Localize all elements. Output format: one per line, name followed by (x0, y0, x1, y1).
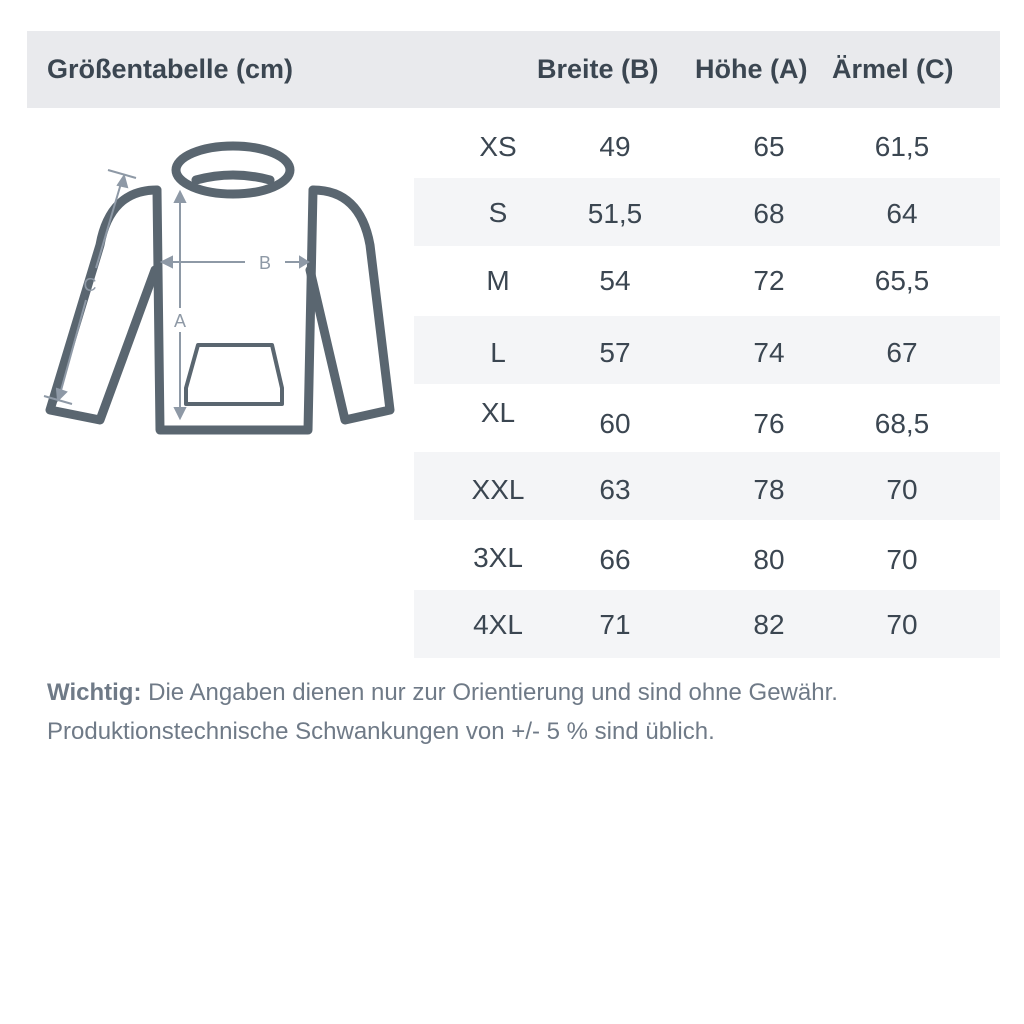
cell-aermel: 68,5 (874, 408, 930, 439)
cell-size: 4XL (473, 609, 523, 640)
label-b: B (259, 253, 271, 273)
note-line-1: Wichtig: Die Angaben dienen nur zur Orie… (47, 679, 838, 707)
row-stripe (414, 590, 1000, 658)
cell-hoehe: 76 (753, 408, 785, 439)
cell-aermel: 70 (886, 544, 918, 575)
cell-hoehe: 65 (753, 131, 785, 162)
cell-aermel: 70 (886, 609, 918, 640)
measurement-arrows (43, 169, 310, 421)
cell-size: L (490, 337, 506, 368)
column-header-hoehe: Höhe (A) (695, 54, 808, 84)
cell-hoehe: 72 (753, 265, 785, 296)
cell-breite: 57 (599, 337, 631, 368)
note-line-2: Produktionstechnische Schwankungen von +… (47, 718, 715, 745)
cell-hoehe: 78 (753, 474, 785, 505)
column-header-breite: Breite (B) (537, 54, 659, 84)
row-stripe (414, 316, 1000, 384)
cell-size: XS (479, 131, 517, 162)
cell-hoehe: 80 (753, 544, 785, 575)
cell-hoehe: 74 (753, 337, 785, 368)
cell-breite: 71 (599, 609, 631, 640)
cell-aermel: 67 (886, 337, 918, 368)
cell-breite: 66 (599, 544, 631, 575)
table-header (27, 31, 1000, 108)
cell-aermel: 61,5 (874, 131, 930, 162)
cell-aermel: 65,5 (874, 265, 930, 296)
label-c: C (84, 275, 97, 295)
page-title: Größentabelle (cm) (47, 54, 294, 84)
cell-hoehe: 68 (753, 198, 785, 229)
note-text: Die Angaben dienen nur zur Orientierung … (148, 679, 838, 706)
cell-breite: 54 (599, 265, 631, 296)
cell-size: S (488, 197, 508, 228)
cell-breite: 63 (599, 474, 631, 505)
cell-breite: 51,5 (587, 198, 643, 229)
note-label: Wichtig: (47, 679, 142, 706)
cell-size: 3XL (473, 542, 523, 573)
hoodie-outline (45, 141, 395, 435)
cell-size: XXL (471, 474, 525, 505)
cell-aermel: 70 (886, 474, 918, 505)
cell-breite: 49 (599, 131, 631, 162)
cell-breite: 60 (599, 408, 631, 439)
column-header-aermel: Ärmel (C) (832, 54, 954, 84)
cell-aermel: 64 (886, 198, 918, 229)
cell-hoehe: 82 (753, 609, 785, 640)
cell-size: M (486, 265, 510, 296)
label-a: A (174, 311, 186, 331)
row-stripe (414, 178, 1000, 246)
cell-size: XL (480, 397, 516, 428)
row-stripe (414, 452, 1000, 520)
